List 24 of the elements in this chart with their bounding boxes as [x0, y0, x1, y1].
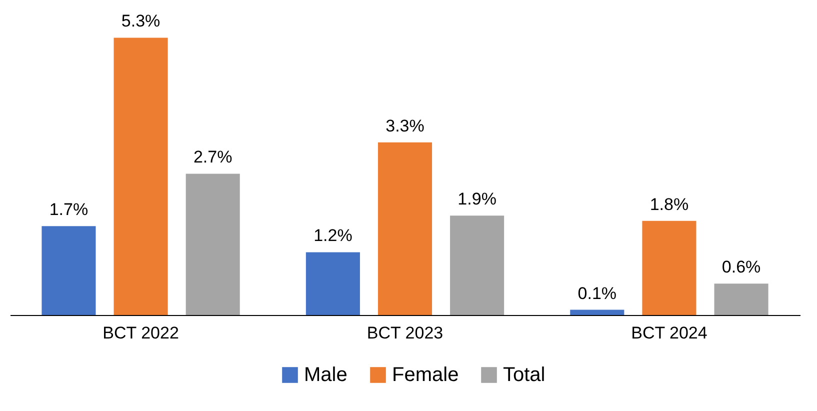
x-tick-label: BCT 2022: [102, 324, 179, 342]
bar: [306, 252, 360, 315]
bar: [642, 220, 696, 315]
data-label: 1.2%: [314, 226, 352, 246]
bar: [378, 142, 432, 315]
data-label: 0.6%: [722, 258, 761, 277]
bar: [114, 38, 168, 315]
bar: [186, 174, 240, 315]
bar: [570, 310, 624, 315]
data-label: 3.3%: [386, 116, 424, 136]
legend-label: Male: [304, 364, 348, 386]
data-label: 5.3%: [121, 12, 160, 31]
data-label: 1.7%: [49, 200, 88, 220]
legend-label: Female: [392, 364, 459, 386]
x-tick-label: BCT 2024: [631, 324, 708, 342]
bar: [450, 216, 504, 315]
data-label: 0.1%: [578, 284, 617, 303]
legend-label: Total: [503, 364, 546, 386]
bar: [42, 226, 96, 315]
bar: [714, 284, 768, 315]
data-label: 1.9%: [458, 190, 496, 209]
x-tick-label: BCT 2023: [366, 324, 444, 342]
data-label: 1.8%: [650, 194, 689, 214]
data-label: 2.7%: [193, 148, 232, 167]
